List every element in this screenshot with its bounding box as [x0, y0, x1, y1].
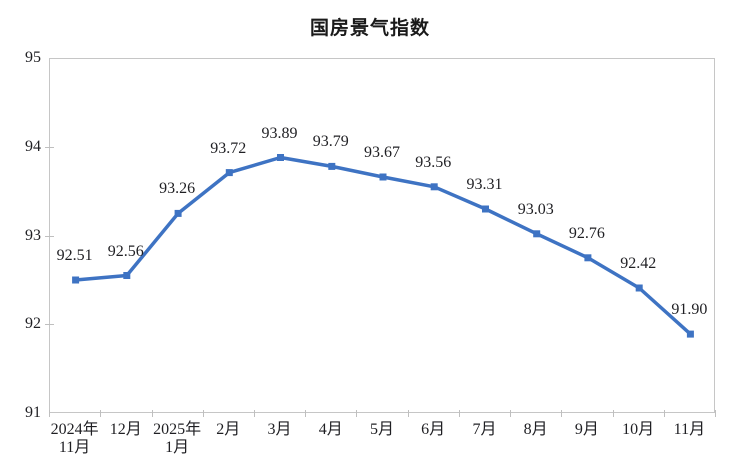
- data-point-marker: [635, 284, 643, 292]
- x-axis-tick: [151, 410, 153, 417]
- y-axis-label: 92: [25, 315, 41, 333]
- data-label: 93.03: [517, 200, 554, 218]
- x-axis-label: 2025年 1月: [153, 421, 202, 456]
- x-axis-label: 9月: [574, 421, 599, 438]
- x-axis-tick: [305, 410, 307, 417]
- x-axis-tick: [202, 410, 204, 417]
- x-axis-tick: [458, 410, 460, 417]
- x-axis-tick: [253, 410, 255, 417]
- x-axis-label: 2024年 11月: [50, 421, 99, 456]
- x-axis-tick: [561, 410, 563, 417]
- y-axis-tick: [45, 324, 54, 326]
- x-axis-label: 2月: [216, 421, 241, 438]
- y-axis-label: 93: [25, 226, 41, 244]
- x-axis-label: 10月: [622, 421, 655, 438]
- x-axis-label: 11月: [673, 421, 706, 438]
- line-series-svg: [72, 154, 694, 338]
- data-label: 93.79: [312, 133, 349, 151]
- x-axis-tick: [356, 410, 358, 417]
- x-axis-label: 8月: [523, 421, 548, 438]
- y-axis-label: 95: [25, 49, 41, 66]
- data-label: 93.26: [159, 180, 196, 198]
- x-axis-tick: [100, 410, 102, 417]
- data-label: 93.89: [261, 124, 298, 142]
- x-axis-tick: [612, 410, 614, 417]
- data-label: 92.56: [107, 242, 144, 260]
- y-axis-tick: [45, 146, 54, 148]
- y-axis-label: 94: [25, 137, 41, 155]
- data-label: 92.51: [56, 247, 93, 264]
- y-axis-label: 91: [25, 404, 41, 421]
- data-point-marker: [328, 162, 336, 170]
- data-point-marker: [174, 209, 182, 217]
- data-point-marker: [584, 254, 592, 262]
- x-axis-label: 3月: [267, 421, 292, 438]
- chart-title: 国房景气指数: [309, 18, 430, 39]
- data-label: 92.42: [620, 255, 657, 272]
- data-point-marker: [379, 173, 387, 181]
- data-point-marker: [686, 330, 694, 338]
- x-axis-label: 6月: [421, 421, 446, 438]
- x-axis-label: 5月: [369, 421, 394, 438]
- x-axis-label: 4月: [318, 421, 343, 438]
- data-label: 93.31: [466, 176, 503, 193]
- data-point-marker: [123, 272, 131, 279]
- data-point-marker: [277, 154, 284, 161]
- data-point-marker: [430, 183, 438, 191]
- x-axis-label: 12月: [109, 421, 142, 438]
- x-axis-label: 7月: [472, 421, 497, 438]
- x-axis-tick: [715, 410, 716, 417]
- data-label: 93.72: [210, 139, 247, 157]
- y-axis-tick: [45, 235, 54, 237]
- data-label: 91.90: [671, 301, 708, 319]
- data-label: 93.67: [364, 144, 400, 161]
- data-label: 93.56: [415, 153, 452, 171]
- data-point-marker: [72, 276, 80, 284]
- x-axis-tick: [510, 410, 512, 417]
- data-point-marker: [482, 205, 489, 213]
- data-point-marker: [225, 169, 233, 177]
- x-axis-tick: [49, 410, 50, 417]
- x-axis-tick: [663, 410, 665, 417]
- x-axis-tick: [407, 410, 409, 417]
- data-label: 92.76: [568, 224, 605, 242]
- data-point-marker: [533, 230, 541, 238]
